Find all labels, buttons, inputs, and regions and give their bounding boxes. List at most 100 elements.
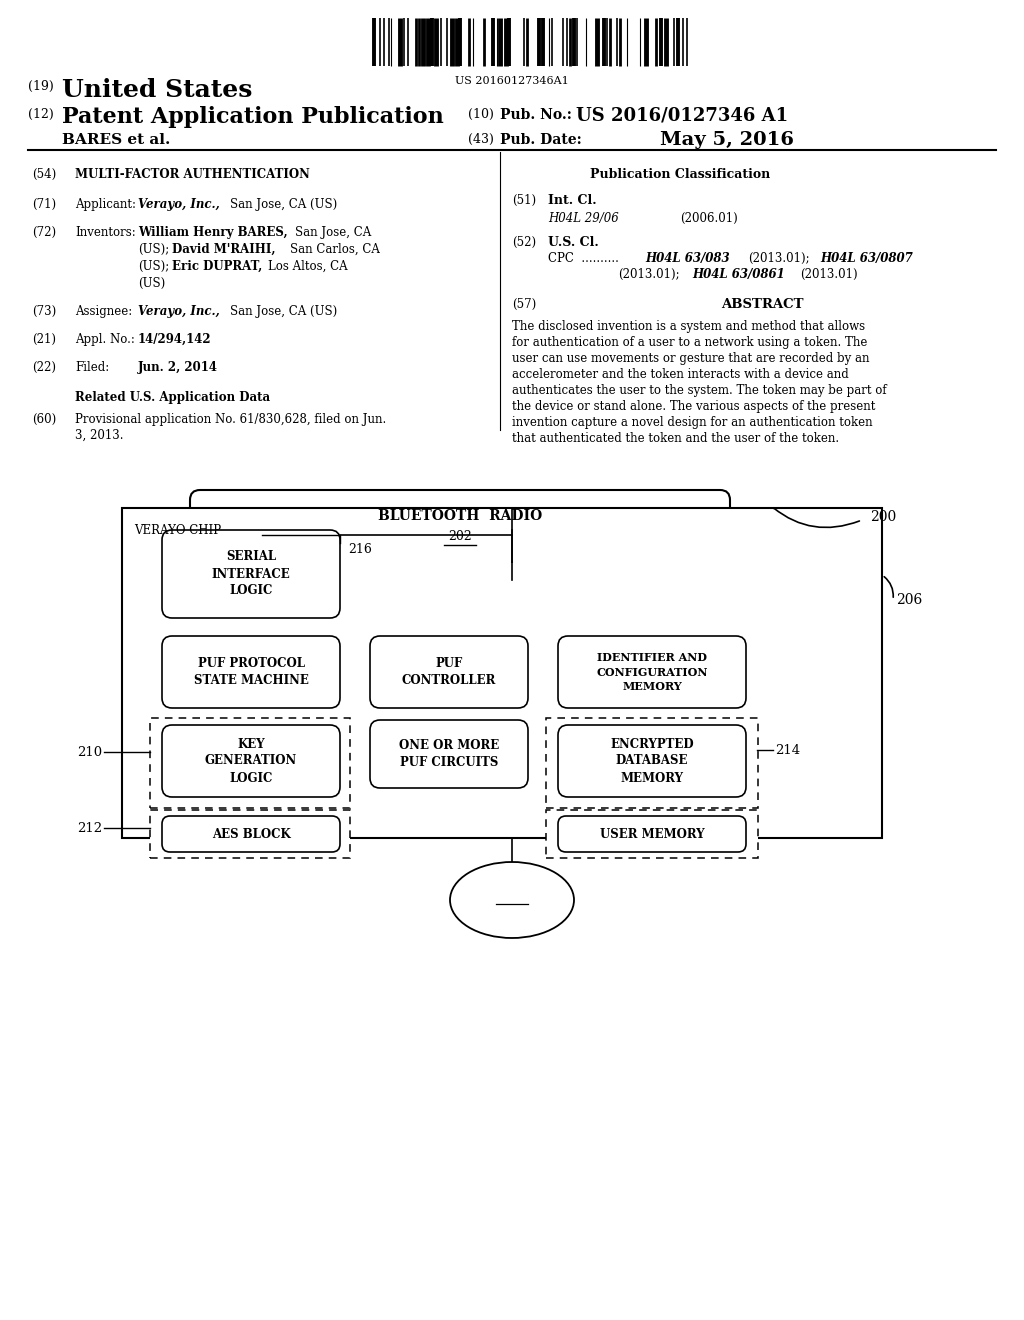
Text: the device or stand alone. The various aspects of the present: the device or stand alone. The various a…: [512, 400, 876, 413]
Text: (2006.01): (2006.01): [680, 213, 737, 224]
Text: 200: 200: [870, 510, 896, 524]
Bar: [122, 508, 882, 838]
Text: for authentication of a user to a network using a token. The: for authentication of a user to a networ…: [512, 337, 867, 348]
FancyBboxPatch shape: [558, 636, 746, 708]
Text: (10): (10): [468, 108, 494, 121]
Text: (60): (60): [32, 413, 56, 426]
Bar: [150, 718, 350, 808]
Bar: [546, 718, 758, 808]
Text: BARES et al.: BARES et al.: [62, 133, 170, 147]
Text: 214: 214: [775, 743, 800, 756]
Text: ONE OR MORE
PUF CIRCUITS: ONE OR MORE PUF CIRCUITS: [399, 739, 499, 770]
Text: (71): (71): [32, 198, 56, 211]
Text: ENCRYPTED
DATABASE
MEMORY: ENCRYPTED DATABASE MEMORY: [610, 738, 694, 784]
Text: Provisional application No. 61/830,628, filed on Jun.: Provisional application No. 61/830,628, …: [75, 413, 386, 426]
Text: (2013.01): (2013.01): [800, 268, 858, 281]
Text: Eric DUPRAT,: Eric DUPRAT,: [172, 260, 262, 273]
Text: Los Altos, CA: Los Altos, CA: [268, 260, 347, 273]
Text: H04L 63/0807: H04L 63/0807: [820, 252, 912, 265]
Text: BATTERY: BATTERY: [481, 874, 543, 887]
Bar: [546, 810, 758, 858]
Text: Inventors:: Inventors:: [75, 226, 136, 239]
Text: ABSTRACT: ABSTRACT: [721, 298, 803, 312]
Text: PUF
CONTROLLER: PUF CONTROLLER: [401, 657, 497, 686]
Ellipse shape: [450, 862, 574, 939]
FancyBboxPatch shape: [370, 719, 528, 788]
Text: USER MEMORY: USER MEMORY: [600, 828, 705, 841]
Text: Patent Application Publication: Patent Application Publication: [62, 106, 443, 128]
Text: (US);: (US);: [138, 260, 169, 273]
Text: (US): (US): [138, 277, 165, 290]
Text: CPC  ..........: CPC ..........: [548, 252, 618, 265]
Text: AES BLOCK: AES BLOCK: [212, 828, 291, 841]
Text: Appl. No.:: Appl. No.:: [75, 333, 135, 346]
Text: Verayo, Inc.,: Verayo, Inc.,: [138, 305, 220, 318]
Text: H04L 63/0861: H04L 63/0861: [692, 268, 784, 281]
Text: IDENTIFIER AND
CONFIGURATION
MEMORY: IDENTIFIER AND CONFIGURATION MEMORY: [596, 652, 708, 692]
Text: (54): (54): [32, 168, 56, 181]
Text: 202: 202: [449, 529, 472, 543]
Text: SERIAL
INTERFACE
LOGIC: SERIAL INTERFACE LOGIC: [212, 550, 291, 598]
Text: (57): (57): [512, 298, 537, 312]
Text: MULTI-FACTOR AUTHENTICATION: MULTI-FACTOR AUTHENTICATION: [75, 168, 310, 181]
Text: (52): (52): [512, 236, 537, 249]
Text: 210: 210: [77, 746, 102, 759]
Text: Related U.S. Application Data: Related U.S. Application Data: [75, 391, 270, 404]
Text: U.S. Cl.: U.S. Cl.: [548, 236, 599, 249]
FancyBboxPatch shape: [162, 816, 340, 851]
Text: (51): (51): [512, 194, 537, 207]
Text: that authenticated the token and the user of the token.: that authenticated the token and the use…: [512, 432, 839, 445]
Text: Int. Cl.: Int. Cl.: [548, 194, 597, 207]
Text: San Jose, CA: San Jose, CA: [295, 226, 372, 239]
Text: H04L 29/06: H04L 29/06: [548, 213, 618, 224]
Text: Publication Classification: Publication Classification: [590, 168, 770, 181]
Text: San Carlos, CA: San Carlos, CA: [290, 243, 380, 256]
Text: 212: 212: [77, 821, 102, 834]
Text: Verayo, Inc.,: Verayo, Inc.,: [138, 198, 220, 211]
Text: 206: 206: [896, 593, 923, 607]
Text: San Jose, CA (US): San Jose, CA (US): [230, 198, 337, 211]
Text: (2013.01);: (2013.01);: [618, 268, 680, 281]
Text: Applicant:: Applicant:: [75, 198, 136, 211]
FancyBboxPatch shape: [558, 816, 746, 851]
Text: William Henry BARES,: William Henry BARES,: [138, 226, 288, 239]
Text: VERAYO CHIP: VERAYO CHIP: [134, 524, 221, 537]
Text: US 2016/0127346 A1: US 2016/0127346 A1: [575, 106, 788, 124]
Text: US 20160127346A1: US 20160127346A1: [455, 77, 569, 86]
FancyBboxPatch shape: [162, 636, 340, 708]
Text: 204: 204: [501, 890, 523, 903]
Text: San Jose, CA (US): San Jose, CA (US): [230, 305, 337, 318]
Text: authenticates the user to the system. The token may be part of: authenticates the user to the system. Th…: [512, 384, 887, 397]
Text: (22): (22): [32, 360, 56, 374]
Text: Assignee:: Assignee:: [75, 305, 132, 318]
FancyArrowPatch shape: [884, 577, 893, 597]
Text: 216: 216: [348, 543, 372, 556]
Text: May 5, 2016: May 5, 2016: [660, 131, 794, 149]
Text: The disclosed invention is a system and method that allows: The disclosed invention is a system and …: [512, 319, 865, 333]
FancyBboxPatch shape: [162, 531, 340, 618]
Text: KEY
GENERATION
LOGIC: KEY GENERATION LOGIC: [205, 738, 297, 784]
Text: Filed:: Filed:: [75, 360, 110, 374]
FancyBboxPatch shape: [558, 725, 746, 797]
Text: BLUETOOTH  RADIO: BLUETOOTH RADIO: [378, 510, 542, 523]
FancyBboxPatch shape: [162, 725, 340, 797]
Text: (43): (43): [468, 133, 494, 147]
FancyBboxPatch shape: [190, 490, 730, 562]
Text: (12): (12): [28, 108, 53, 121]
Text: Pub. Date:: Pub. Date:: [500, 133, 582, 147]
Text: H04L 63/083: H04L 63/083: [645, 252, 730, 265]
FancyArrowPatch shape: [773, 508, 859, 528]
Bar: [150, 810, 350, 858]
Text: (19): (19): [28, 81, 53, 92]
Text: (US);: (US);: [138, 243, 169, 256]
Text: United States: United States: [62, 78, 252, 102]
Text: Pub. No.:: Pub. No.:: [500, 108, 571, 121]
Text: user can use movements or gesture that are recorded by an: user can use movements or gesture that a…: [512, 352, 869, 366]
Text: (21): (21): [32, 333, 56, 346]
Text: 14/294,142: 14/294,142: [138, 333, 212, 346]
Text: PUF PROTOCOL
STATE MACHINE: PUF PROTOCOL STATE MACHINE: [194, 657, 308, 686]
Text: accelerometer and the token interacts with a device and: accelerometer and the token interacts wi…: [512, 368, 849, 381]
Text: (73): (73): [32, 305, 56, 318]
Text: (2013.01);: (2013.01);: [748, 252, 810, 265]
Text: Jun. 2, 2014: Jun. 2, 2014: [138, 360, 218, 374]
